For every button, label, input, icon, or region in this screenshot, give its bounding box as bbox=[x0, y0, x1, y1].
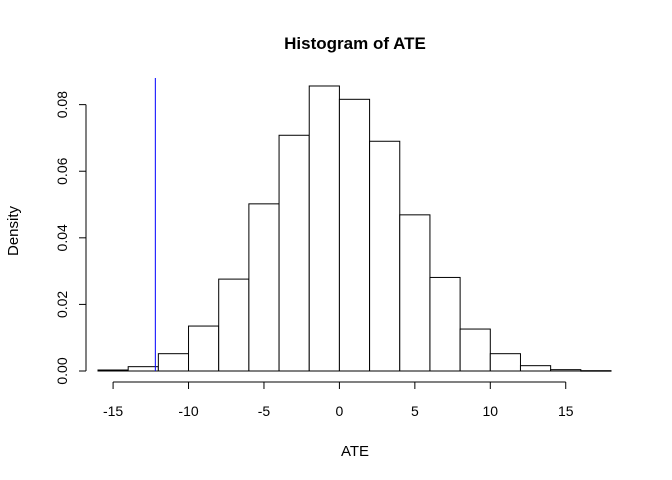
histogram-bar bbox=[580, 370, 612, 372]
histogram-bar bbox=[489, 353, 521, 372]
x-tick-label: -15 bbox=[103, 403, 123, 419]
y-tick-label: 0.02 bbox=[54, 291, 70, 318]
histogram-bar bbox=[188, 325, 220, 372]
x-tick-label: 0 bbox=[336, 403, 344, 419]
y-tick-label: 0.04 bbox=[54, 224, 70, 251]
x-tick-label: -10 bbox=[178, 403, 198, 419]
histogram-bar bbox=[399, 214, 431, 372]
histogram-bar bbox=[97, 369, 129, 372]
x-tick-label: 10 bbox=[483, 403, 499, 419]
histogram-bar bbox=[157, 353, 190, 372]
histogram-bar bbox=[338, 98, 371, 372]
histogram-bar bbox=[218, 278, 250, 372]
histogram-bar bbox=[248, 203, 280, 372]
histogram-bar bbox=[369, 140, 401, 372]
y-tick-label: 0.00 bbox=[54, 357, 70, 384]
y-axis-label: Density bbox=[5, 205, 22, 256]
histogram-bar bbox=[278, 134, 310, 372]
histogram-bar bbox=[127, 366, 159, 372]
y-axis: 0.00 0.02 0.04 0.06 0.08 bbox=[54, 91, 87, 385]
y-tick-label: 0.06 bbox=[54, 157, 70, 184]
histogram-bar bbox=[459, 328, 491, 372]
x-tick-label: -5 bbox=[258, 403, 271, 419]
y-tick-label: 0.08 bbox=[54, 91, 70, 118]
histogram-bar bbox=[429, 276, 461, 372]
x-axis-label: ATE bbox=[341, 443, 369, 460]
x-axis: -15 -10 -5 0 5 10 15 bbox=[103, 381, 574, 419]
histogram-bar bbox=[519, 365, 552, 372]
histogram-bar bbox=[308, 85, 340, 372]
histogram-bars bbox=[97, 85, 612, 372]
x-tick-label: 5 bbox=[411, 403, 419, 419]
chart-title: Histogram of ATE bbox=[284, 34, 426, 53]
x-tick-label: 15 bbox=[558, 403, 574, 419]
histogram-bar bbox=[550, 369, 582, 372]
